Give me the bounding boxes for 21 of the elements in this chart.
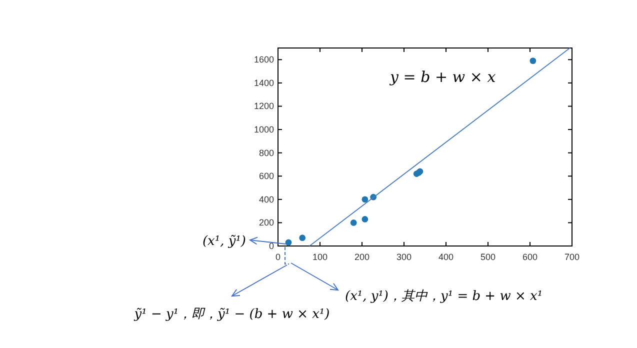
x-tick-label: 600 [522, 252, 538, 262]
y-tick-label: 400 [258, 194, 274, 204]
x-tick-label: 700 [564, 252, 580, 262]
x-tick-label: 500 [480, 252, 496, 262]
x-tick-label: 400 [438, 252, 454, 262]
text: (x¹, y¹)，其中，y¹ = b + w × x¹ [345, 289, 543, 304]
text: (x¹, ỹ¹) [202, 234, 246, 249]
x-tick-label: 100 [312, 252, 328, 262]
y-tick-label: 1000 [254, 124, 274, 135]
y-tick-label: 200 [258, 218, 274, 228]
y-tick-label: 600 [258, 171, 274, 182]
x-tick-label: 0 [275, 252, 281, 262]
y-tick-label: 1200 [254, 101, 274, 112]
x-tick-label: 300 [396, 252, 412, 262]
y-tick-label: 1400 [254, 78, 274, 88]
text: ỹ¹ − y¹，即，ỹ¹ − (b + w × x¹) [133, 307, 330, 322]
annotation: y = b + w × x [389, 68, 496, 86]
y-tick-label: 0 [268, 241, 274, 251]
y-tick-label: 800 [258, 148, 274, 158]
x-tick-label: 200 [354, 252, 370, 262]
y-tick-label: 1600 [254, 54, 274, 65]
